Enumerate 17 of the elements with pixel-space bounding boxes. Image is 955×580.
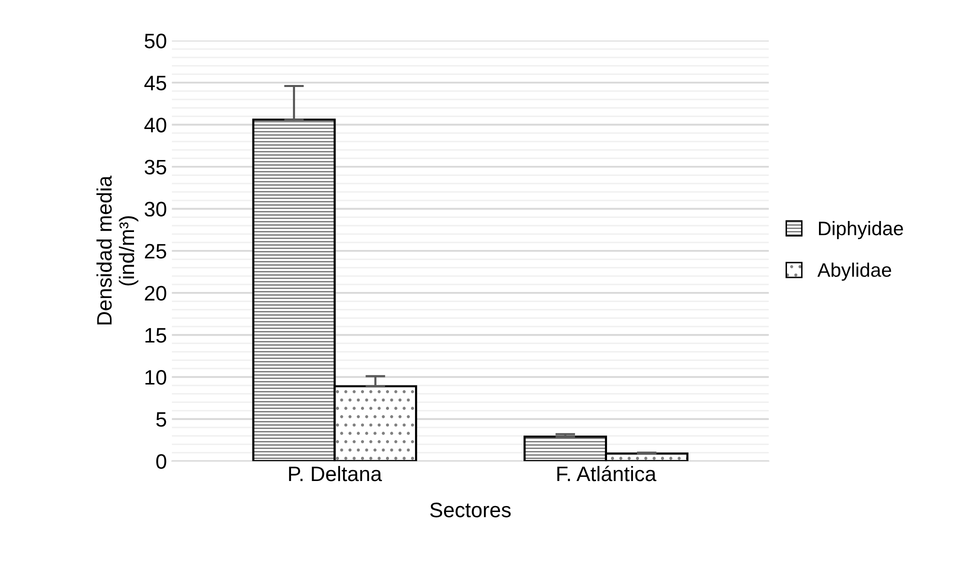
y-axis-title: Densidad media (ind/m³) [96, 176, 138, 324]
x-tick-label: F. Atlántica [557, 466, 656, 482]
y-tick-label: 25 [144, 244, 166, 259]
y-tick-label: 45 [144, 76, 166, 90]
y-tick-label: 15 [145, 328, 166, 343]
y-tick-label: 10 [145, 370, 166, 385]
y-tick-label: 50 [144, 34, 166, 48]
x-tick-label: P. Deltana [289, 466, 382, 482]
y-tick-label: 20 [144, 286, 166, 301]
y-tick-label: 5 [156, 412, 166, 427]
x-axis-title: Sectores [430, 502, 511, 518]
y-tick-label: 30 [144, 202, 166, 217]
y-tick-label: 35 [144, 160, 166, 175]
y-tick-label: 0 [156, 454, 166, 469]
legend-label: Diphyidae [818, 221, 903, 240]
legend-label: Abylidae [817, 262, 892, 281]
y-tick-label: 40 [144, 118, 166, 132]
